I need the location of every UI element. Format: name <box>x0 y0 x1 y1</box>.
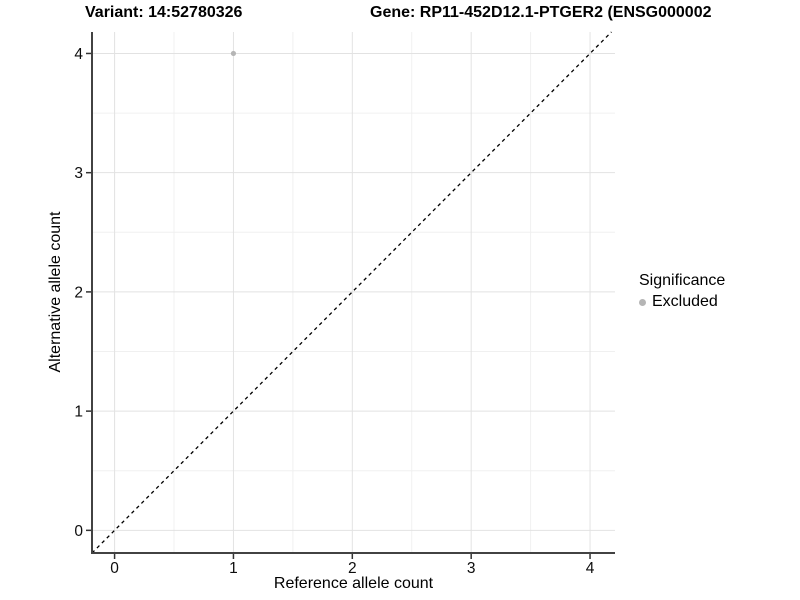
y-tick-label: 1 <box>74 404 83 421</box>
x-tick-label: 2 <box>348 560 357 577</box>
legend-point-icon <box>639 298 646 306</box>
x-tick-label: 1 <box>229 560 238 577</box>
y-tick-label: 4 <box>74 46 83 63</box>
plot-title-variant: Variant: 14:52780326 <box>85 4 243 21</box>
identity-line <box>91 31 612 554</box>
legend-title: Significance <box>639 272 726 289</box>
y-tick-label: 3 <box>74 165 83 182</box>
y-tick-label: 2 <box>74 284 83 301</box>
y-tick-label: 0 <box>74 523 83 540</box>
data-point <box>230 50 237 57</box>
x-tick-label: 0 <box>110 560 119 577</box>
x-tick-label: 4 <box>586 560 595 577</box>
legend: Significance Excluded <box>636 272 725 311</box>
plot-title-gene: Gene: RP11-452D12.1-PTGER2 (ENSG000002 <box>370 4 712 21</box>
legend-item: Excluded <box>636 293 725 311</box>
y-axis-title: Alternative allele count <box>47 211 64 373</box>
x-axis-title: Reference allele count <box>273 575 434 592</box>
x-tick-label: 3 <box>467 560 476 577</box>
legend-item-label: Excluded <box>652 293 718 310</box>
